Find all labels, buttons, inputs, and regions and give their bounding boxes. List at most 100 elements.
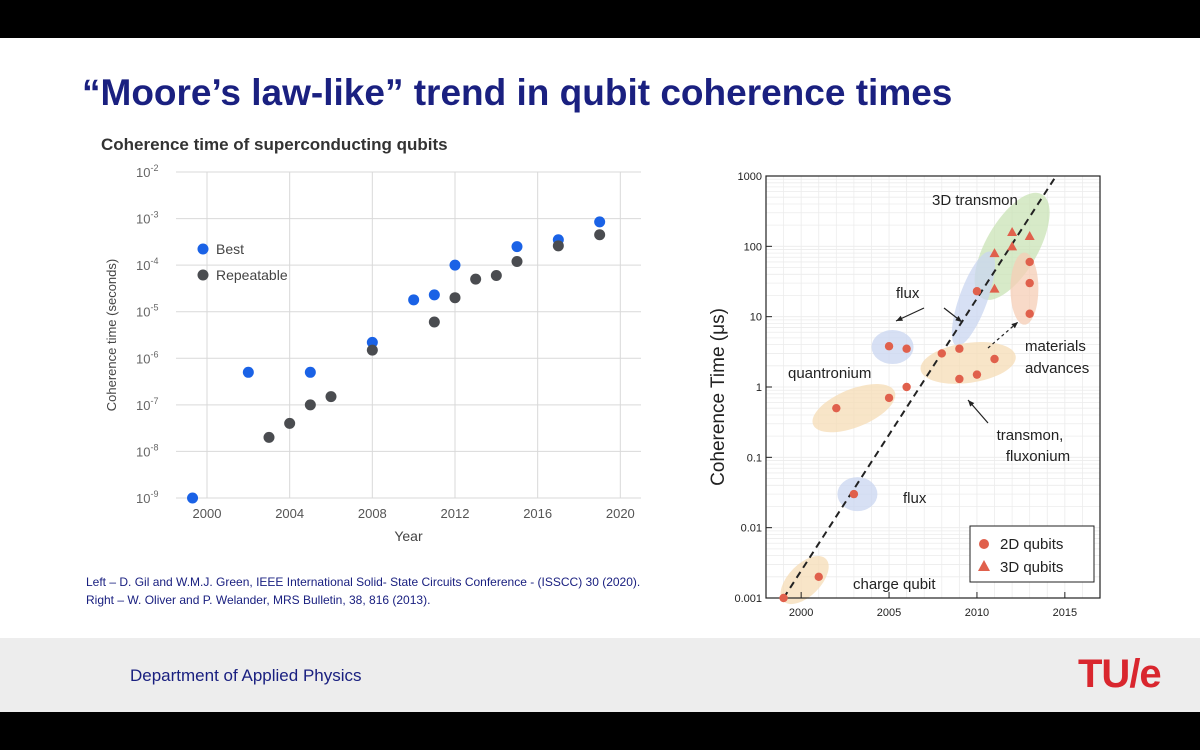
legend-marker xyxy=(197,269,209,281)
data-point-2d xyxy=(955,374,964,384)
x-axis-label: Year xyxy=(923,624,962,626)
data-point-2d xyxy=(884,393,894,403)
data-point xyxy=(470,273,482,285)
data-point xyxy=(366,336,378,348)
data-point-2d xyxy=(1025,257,1034,267)
data-point-2d xyxy=(972,370,982,379)
label-transmon: transmon, xyxy=(997,427,1064,444)
group-materials xyxy=(1010,252,1039,325)
legend-marker-3d xyxy=(978,560,990,571)
x-tick-label: 2015 xyxy=(1053,607,1077,619)
reference-right: Right – W. Oliver and P. Welander, MRS B… xyxy=(86,593,431,607)
data-point xyxy=(428,289,440,301)
y-tick-label: 10 xyxy=(750,312,762,324)
data-point xyxy=(366,344,378,356)
label-3d-transmon: 3D transmon xyxy=(932,192,1018,209)
x-axis-label: Year xyxy=(394,528,423,544)
x-tick-label: 2000 xyxy=(789,607,813,619)
group-charge-qubit xyxy=(780,556,829,605)
x-tick-label: 2012 xyxy=(441,506,470,521)
department-name: Department of Applied Physics xyxy=(130,666,362,685)
data-point xyxy=(552,240,564,252)
data-point xyxy=(511,255,523,267)
slide: “Moore’s law-like” trend in qubit cohere… xyxy=(0,38,1200,712)
label-advances: advances xyxy=(1025,360,1089,377)
y-tick-label: 100 xyxy=(744,241,762,253)
materials-arrow-head xyxy=(1011,322,1018,329)
legend-label: Best xyxy=(216,241,244,257)
data-point-2d xyxy=(1025,309,1034,318)
data-point xyxy=(449,292,461,304)
x-tick-label: 2016 xyxy=(523,506,552,521)
chart-background xyxy=(96,130,660,556)
label-materials: materials xyxy=(1025,338,1086,355)
group-quantronium xyxy=(812,384,896,433)
data-point-3d xyxy=(1007,226,1018,236)
tue-logo: TU/e xyxy=(1078,652,1162,696)
y-tick-label: 0.01 xyxy=(741,523,762,535)
data-point xyxy=(304,399,316,411)
legend-box xyxy=(969,525,1095,583)
label-flux-lower: flux xyxy=(903,490,927,507)
data-point xyxy=(325,391,337,403)
y-axis-label: Coherence time (seconds) xyxy=(104,259,119,411)
data-point-2d xyxy=(955,344,964,353)
y-tick-label: 1000 xyxy=(738,171,762,183)
data-point-3d xyxy=(989,283,1000,293)
legend-label-2d: 2D qubits xyxy=(1000,536,1063,553)
data-point xyxy=(490,269,502,281)
legend-marker-2d xyxy=(979,539,989,549)
chart-title: Coherence time of superconducting qubits xyxy=(101,135,448,154)
footer: Department of Applied Physics TU/e xyxy=(0,638,1200,712)
data-point-3d xyxy=(1007,241,1018,251)
data-point-3d xyxy=(1024,231,1035,241)
data-point-2d xyxy=(937,349,946,358)
coherence-chart-left: Coherence time of superconducting qubits… xyxy=(96,130,660,556)
label-fluxonium: fluxonium xyxy=(1006,448,1070,465)
label-charge-qubit: charge qubit xyxy=(853,576,936,593)
x-tick-label: 2010 xyxy=(965,607,989,619)
data-point xyxy=(594,229,606,241)
flux-arrow-right-head xyxy=(955,315,962,322)
legend-label-3d: 3D qubits xyxy=(1000,559,1063,576)
data-point xyxy=(304,366,316,378)
transmon-arrow-head xyxy=(968,400,975,407)
data-point-2d xyxy=(849,489,859,499)
data-point-2d xyxy=(902,382,911,392)
flux-arrow-left-head xyxy=(896,315,903,321)
data-point xyxy=(408,294,420,306)
data-point xyxy=(428,316,440,328)
x-tick-label: 2008 xyxy=(358,506,387,521)
data-point xyxy=(594,216,606,228)
y-tick-label: 1 xyxy=(756,382,762,394)
x-tick-label: 2000 xyxy=(193,506,222,521)
label-flux-upper: flux xyxy=(896,285,920,302)
data-point-2d xyxy=(1025,278,1034,288)
y-tick-label: 0.1 xyxy=(747,452,762,464)
data-point-2d xyxy=(832,403,841,413)
data-point-3d xyxy=(989,248,1000,258)
data-point-2d xyxy=(990,354,999,364)
legend-label: Repeatable xyxy=(216,267,288,283)
data-point xyxy=(449,259,461,271)
data-point xyxy=(263,431,275,443)
materials-arrow xyxy=(987,321,1019,349)
data-point xyxy=(511,241,523,253)
data-point-2d xyxy=(814,572,823,582)
data-point-2d xyxy=(779,593,788,603)
data-point xyxy=(187,492,199,504)
slide-title: “Moore’s law-like” trend in qubit cohere… xyxy=(82,72,953,113)
data-point xyxy=(242,366,254,378)
reference-left: Left – D. Gil and W.M.J. Green, IEEE Int… xyxy=(86,575,641,589)
data-point xyxy=(284,417,296,429)
data-point-2d xyxy=(972,287,982,296)
label-quantronium: quantronium xyxy=(788,365,871,382)
x-tick-label: 2020 xyxy=(606,506,635,521)
y-axis-label: Coherence Time (μs) xyxy=(708,308,729,486)
x-tick-label: 2004 xyxy=(275,506,304,521)
coherence-chart-right: 0.001 0.01 0.1 1 10 100 1000 2000 2005 2010 2015 Ye… xyxy=(700,128,1112,626)
x-tick-label: 2005 xyxy=(877,607,901,619)
references: Left – D. Gil and W.M.J. Green, IEEE Int… xyxy=(86,573,640,609)
legend-marker xyxy=(197,243,209,255)
data-point-2d xyxy=(884,342,894,351)
